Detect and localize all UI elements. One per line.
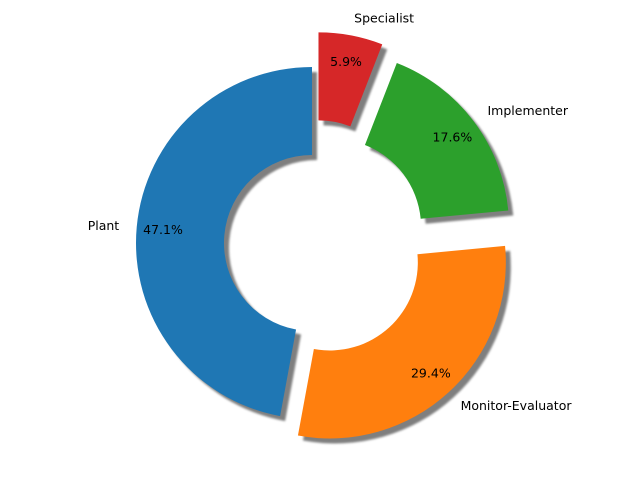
category-label-implementer: Implementer	[488, 103, 569, 118]
percent-label-monitor-evaluator: 29.4%	[411, 365, 451, 380]
wedge-monitor-evaluator	[297, 245, 506, 439]
percent-label-implementer: 17.6%	[433, 129, 473, 144]
category-label-monitor-evaluator: Monitor-Evaluator	[461, 398, 573, 413]
wedge-plant	[135, 67, 312, 417]
wedge-specialist	[318, 32, 383, 127]
wedges	[135, 32, 509, 439]
wedge-implementer	[364, 63, 509, 219]
percent-label-specialist: 5.9%	[330, 54, 362, 69]
percent-label-plant: 47.1%	[143, 222, 183, 237]
labels: 47.1% Plant 29.4% Monitor-Evaluator 17.6% Imp…	[88, 11, 573, 413]
category-label-specialist: Specialist	[354, 11, 414, 26]
category-label-plant: Plant	[88, 218, 120, 233]
